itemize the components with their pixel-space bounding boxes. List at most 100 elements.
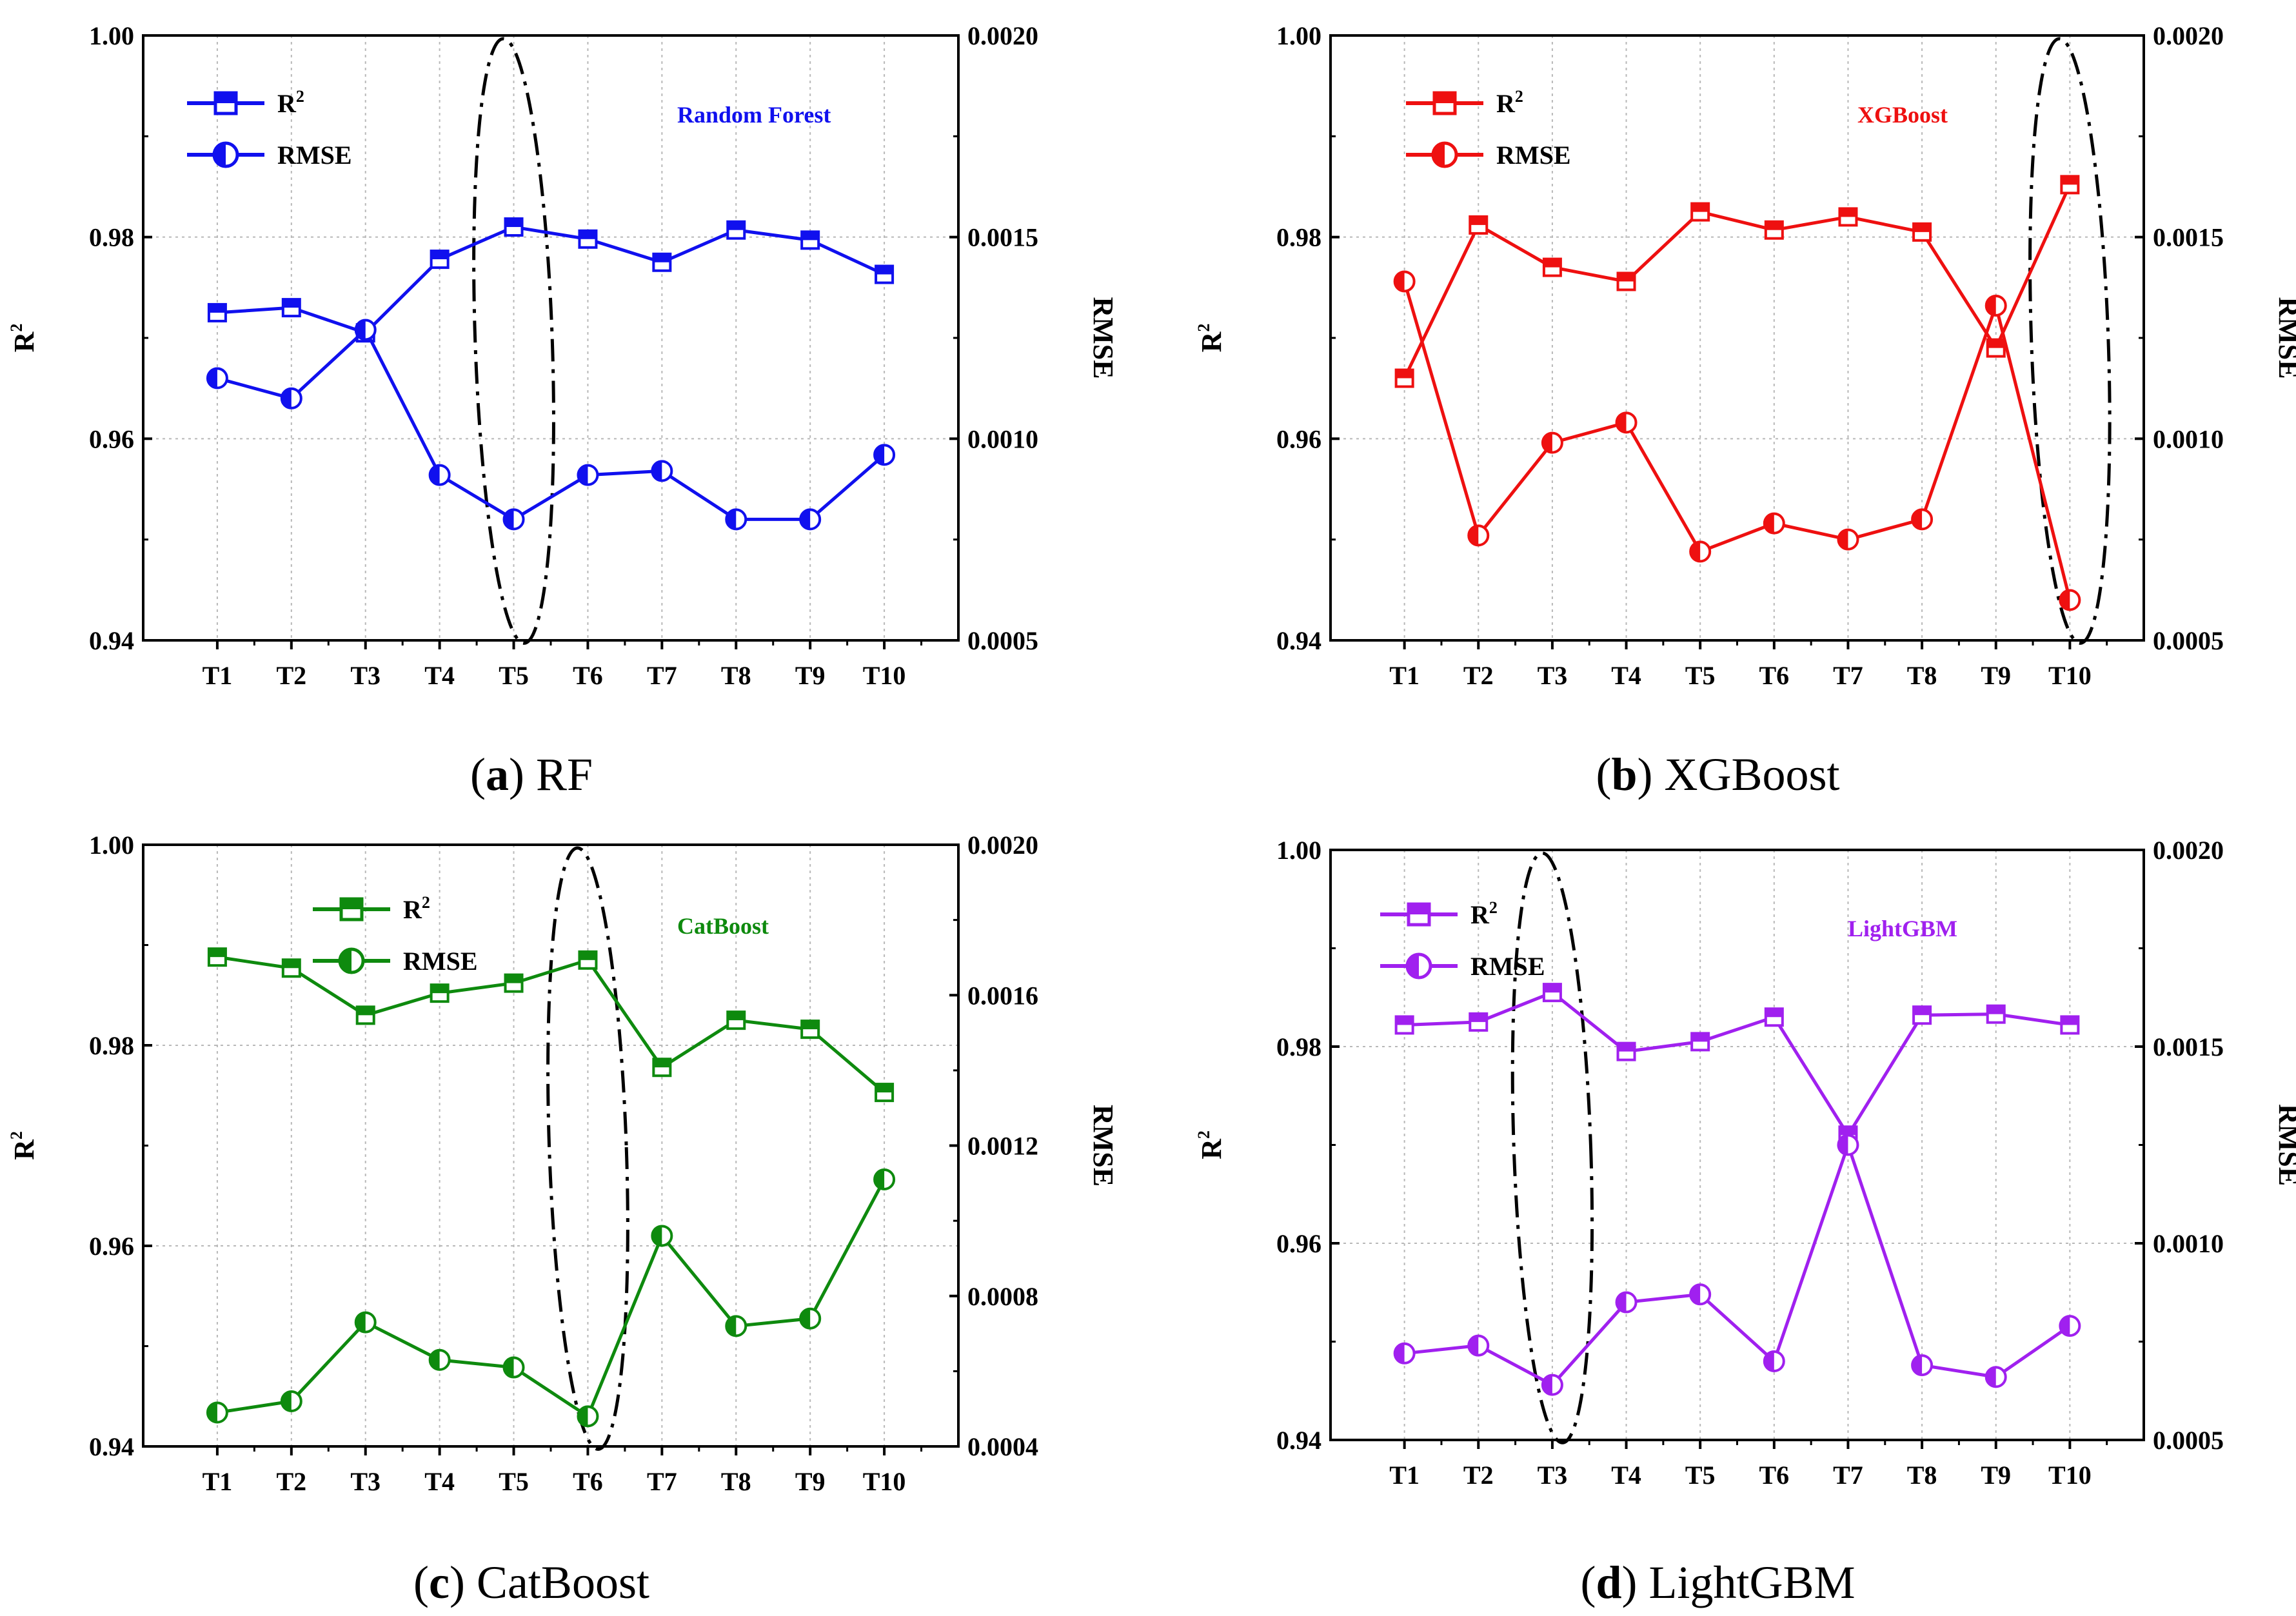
data-point-circle-fill [2060, 1316, 2070, 1336]
y-right-tick-label: 0.0020 [967, 831, 1038, 860]
y-tick-label: 1.00 [1276, 836, 1321, 865]
legend-square-fill [215, 93, 236, 103]
y-tick-label: 0.96 [89, 424, 134, 453]
data-point-circle-fill [281, 1392, 292, 1412]
data-point-circle-fill [1764, 1352, 1774, 1371]
grid [143, 845, 958, 1446]
data-point-square [578, 950, 598, 970]
chart-panel-b: 0.94 0.96 0.98 1.00 0.0005 0.0010 0.0015 0.0020… [1194, 21, 2296, 800]
x-tick-label: T5 [1685, 1461, 1716, 1490]
data-point-square [800, 230, 820, 250]
data-point-circle-fill [355, 1312, 366, 1332]
legend-square-fill [341, 899, 362, 909]
data-point-square-fill [1914, 223, 1931, 232]
data-point-square-fill [2061, 1016, 2079, 1025]
caption-open-paren: ( [1580, 1557, 1596, 1608]
y-right-tick-label: 0.0016 [967, 981, 1038, 1010]
data-point-circle [1837, 528, 1859, 551]
series-line-r [1404, 990, 2070, 1138]
y-right-tick-label: 0.0020 [967, 21, 1038, 50]
data-point-square [1764, 220, 1784, 240]
data-point-square [1469, 215, 1489, 235]
data-point-circle [280, 1390, 302, 1413]
y-tick-label: 0.96 [1276, 424, 1321, 453]
y-right-tick-label: 0.0008 [967, 1282, 1038, 1311]
data-point-circle-fill [1616, 413, 1627, 433]
data-point-square [726, 220, 746, 240]
data-point-circle [1615, 1291, 1638, 1314]
data-point-circle-fill [800, 1308, 811, 1328]
x-tick-label: T4 [424, 661, 455, 690]
data-point-circle-fill [1764, 513, 1774, 533]
x-tick-label: T2 [276, 661, 306, 690]
data-point-square-fill [1839, 208, 1857, 217]
legend-label: R2 [403, 893, 430, 924]
legend-circle-fill [1433, 143, 1445, 166]
y-tick-label: 0.94 [89, 1432, 134, 1461]
legend-label: R2 [1496, 87, 1523, 118]
legend-label-text: R [1496, 89, 1516, 118]
data-point-circle [1837, 1134, 1859, 1156]
plot-frame [1329, 849, 2145, 1441]
y-tick-label: 0.94 [1276, 626, 1321, 655]
legend-label-text: R [277, 89, 297, 118]
x-tick-label: T5 [499, 1467, 529, 1496]
series-line-r [1403, 184, 2072, 379]
x-tick-label: T7 [1833, 661, 1863, 690]
series-line-rmse [1404, 1139, 2071, 1387]
x-tick-label: T10 [863, 661, 906, 690]
data-point-square-fill [727, 1012, 745, 1021]
data-point-square-fill [727, 221, 745, 230]
grid [1331, 850, 2144, 1440]
data-point-square-fill [653, 1059, 671, 1068]
data-point-square [1616, 271, 1636, 291]
x-tick-label: T1 [203, 661, 233, 690]
data-point-square-fill [1396, 370, 1413, 379]
legend: R2 RMSE [313, 893, 478, 976]
data-point-circle-fill [1616, 1292, 1627, 1312]
y-right-tick-label: 0.0010 [967, 424, 1038, 453]
x-tick-label: T4 [1611, 1461, 1641, 1490]
x-tick-label: T3 [350, 661, 381, 690]
y-right-tick-label: 0.0015 [967, 223, 1038, 252]
data-point-square-fill [876, 1084, 893, 1093]
y-tick-label: 0.96 [89, 1232, 134, 1261]
data-point-circle [502, 508, 525, 531]
data-point-square [504, 973, 524, 993]
data-point-circle [428, 464, 451, 486]
data-point-circle-fill [1912, 1355, 1923, 1375]
caption-open-paren: ( [470, 749, 486, 800]
y-axis-label-text: R [1196, 331, 1227, 352]
data-point-square-fill [1987, 339, 2004, 348]
data-point-square [430, 250, 450, 270]
data-point-circle [651, 1225, 673, 1247]
chart-panel-a: 0.94 0.96 0.98 1.00 0.0005 0.0010 0.0015 0.0020… [7, 21, 1119, 800]
y-tick-label: 0.98 [89, 1031, 134, 1060]
legend-circle-fill [340, 949, 351, 972]
series-line-rmse [217, 1178, 886, 1419]
data-point-circle-fill [1394, 271, 1405, 291]
y-tick-label: 0.96 [1276, 1229, 1321, 1258]
data-point-circle-fill [875, 445, 885, 465]
legend-label: RMSE [1496, 141, 1571, 170]
data-point-circle [206, 367, 228, 389]
data-point-circle-fill [207, 1403, 217, 1423]
data-point-circle-fill [430, 465, 440, 485]
y-right-tick-label: 0.0020 [2153, 836, 2224, 865]
data-point-square [2060, 175, 2080, 195]
data-point-square-fill [1543, 984, 1561, 993]
caption-open-paren: ( [413, 1557, 429, 1608]
y-right-axis-label: RMSE [2273, 1104, 2296, 1186]
data-point-circle-fill [652, 461, 662, 481]
data-point-square [281, 298, 301, 318]
data-point-square-fill [505, 974, 522, 983]
data-point-square-fill [1470, 216, 1487, 225]
data-point-circle [428, 1348, 451, 1371]
data-point-square-fill [1543, 259, 1561, 268]
data-point-circle-fill [1986, 1367, 1996, 1387]
data-point-circle-fill [578, 1406, 588, 1426]
panel-caption: (b) XGBoost [1596, 749, 1839, 800]
data-point-circle-fill [1394, 1343, 1405, 1363]
x-tick-label: T2 [1463, 1461, 1494, 1490]
